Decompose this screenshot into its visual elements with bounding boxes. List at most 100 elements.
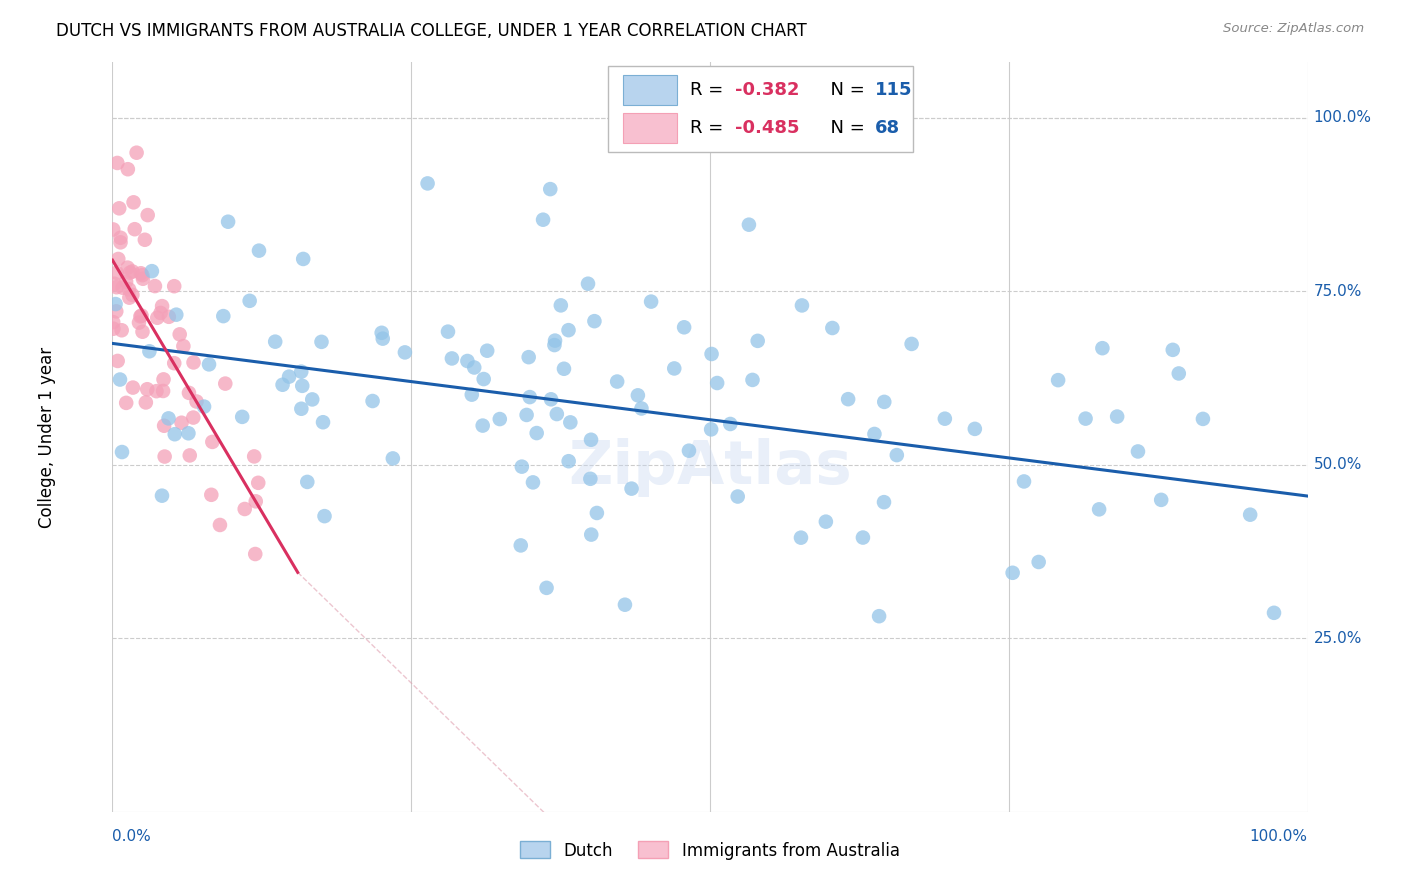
Point: [531, 212, 554, 227]
Point: [821, 321, 844, 335]
Point: [371, 332, 394, 346]
Point: [516, 408, 538, 422]
Point: [214, 376, 236, 391]
Legend: Dutch, Immigrants from Australia: Dutch, Immigrants from Australia: [520, 841, 900, 860]
Point: [314, 509, 336, 524]
Point: [157, 411, 180, 425]
Point: [149, 306, 172, 320]
Point: [519, 390, 541, 404]
Point: [145, 384, 167, 399]
Point: [863, 427, 886, 442]
Point: [239, 293, 262, 308]
Point: [852, 531, 875, 545]
Point: [706, 376, 728, 390]
Point: [290, 401, 312, 416]
Point: [540, 392, 562, 407]
Text: N =: N =: [818, 81, 870, 99]
Text: 68: 68: [875, 119, 900, 136]
Point: [630, 401, 652, 416]
Point: [141, 264, 163, 278]
Point: [627, 388, 650, 402]
Point: [107, 252, 129, 266]
Point: [517, 350, 540, 364]
Point: [157, 310, 180, 324]
Point: [264, 334, 287, 349]
Point: [163, 427, 186, 442]
Point: [212, 309, 235, 323]
Point: [128, 316, 150, 330]
Point: [509, 538, 531, 552]
Point: [122, 381, 145, 395]
Point: [118, 291, 141, 305]
Text: ZipAtlas: ZipAtlas: [568, 438, 852, 497]
Point: [136, 208, 159, 222]
Point: [117, 260, 139, 275]
Point: [557, 454, 579, 468]
Point: [1028, 555, 1050, 569]
Point: [183, 355, 205, 369]
Point: [361, 394, 384, 409]
Point: [606, 375, 628, 389]
Point: [163, 356, 186, 370]
Point: [117, 162, 139, 177]
Point: [536, 581, 558, 595]
Point: [292, 252, 315, 266]
Point: [664, 361, 686, 376]
Point: [416, 177, 439, 191]
Point: [456, 354, 478, 368]
Point: [727, 490, 749, 504]
Point: [129, 310, 152, 324]
Point: [873, 395, 896, 409]
Point: [312, 415, 335, 429]
Point: [103, 277, 125, 291]
Point: [1001, 566, 1024, 580]
Point: [586, 506, 609, 520]
Point: [153, 418, 176, 433]
Point: [177, 385, 200, 400]
Text: 100.0%: 100.0%: [1313, 111, 1372, 126]
Point: [150, 489, 173, 503]
Point: [110, 235, 132, 250]
Point: [122, 195, 145, 210]
Point: [245, 547, 267, 561]
Point: [105, 266, 128, 280]
Point: [790, 298, 813, 312]
Point: [153, 450, 176, 464]
Point: [873, 495, 896, 509]
Point: [673, 320, 696, 334]
Point: [245, 494, 267, 508]
Point: [738, 218, 761, 232]
Point: [963, 422, 986, 436]
Point: [135, 395, 157, 409]
Point: [108, 372, 131, 386]
Point: [461, 387, 484, 401]
Point: [231, 409, 253, 424]
Point: [560, 416, 582, 430]
Point: [105, 156, 128, 170]
Point: [103, 222, 125, 236]
Point: [131, 325, 153, 339]
Point: [104, 297, 127, 311]
Point: [613, 598, 636, 612]
Point: [138, 344, 160, 359]
Point: [543, 338, 565, 352]
Point: [546, 407, 568, 421]
Point: [576, 277, 599, 291]
Text: 50.0%: 50.0%: [1313, 458, 1362, 473]
Text: N =: N =: [818, 119, 870, 136]
Point: [538, 182, 561, 196]
Point: [583, 314, 606, 328]
Point: [163, 279, 186, 293]
Point: [143, 279, 166, 293]
FancyBboxPatch shape: [623, 75, 676, 105]
Point: [394, 345, 416, 359]
Point: [243, 450, 266, 464]
Point: [1263, 606, 1285, 620]
Text: R =: R =: [690, 119, 728, 136]
Point: [170, 416, 193, 430]
Point: [198, 357, 221, 371]
Point: [1074, 411, 1097, 425]
Point: [814, 515, 837, 529]
Point: [208, 518, 231, 533]
Point: [247, 244, 270, 258]
